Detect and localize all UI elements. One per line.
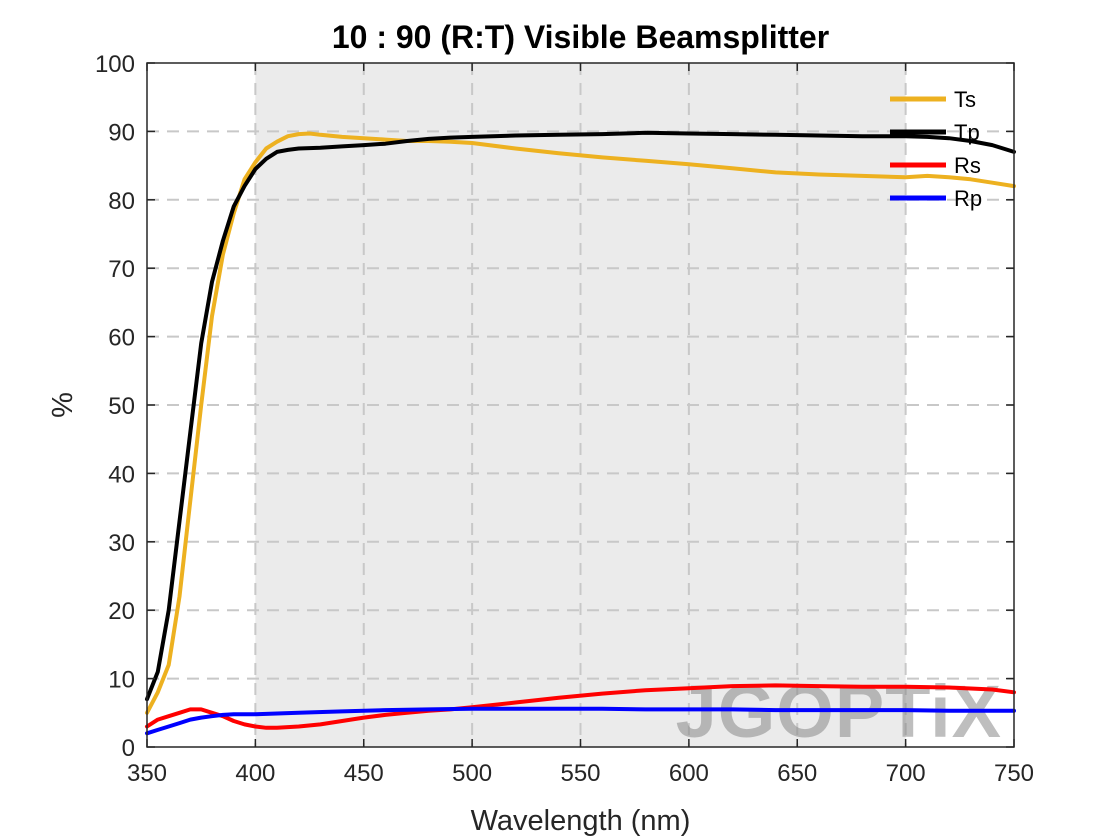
y-tick-label: 100 bbox=[95, 51, 135, 78]
axis-ticks: 350 400 450 500 550 600 650 700 750 0 10 20 30 40 50 60… bbox=[95, 51, 1034, 787]
x-tick-label: 500 bbox=[452, 760, 492, 787]
legend-label-rp: Rp bbox=[954, 186, 982, 211]
legend-label-rs: Rs bbox=[954, 153, 981, 178]
y-tick-label: 10 bbox=[108, 667, 135, 694]
x-tick-label: 750 bbox=[994, 760, 1034, 787]
y-tick-label: 60 bbox=[108, 325, 135, 352]
x-tick-label: 400 bbox=[235, 760, 275, 787]
x-tick-label: 650 bbox=[777, 760, 817, 787]
x-tick-label: 700 bbox=[886, 760, 926, 787]
y-tick-label: 70 bbox=[108, 256, 135, 283]
series-line-ts bbox=[145, 131, 1016, 715]
x-tick-label: 600 bbox=[669, 760, 709, 787]
series-line-tp bbox=[145, 130, 1016, 702]
x-tick-label: 550 bbox=[560, 760, 600, 787]
x-axis-label: Wavelength (nm) bbox=[471, 805, 691, 837]
legend: Ts Tp Rs Rp bbox=[890, 87, 982, 211]
series-line-rs bbox=[145, 683, 1016, 730]
y-tick-label: 40 bbox=[108, 461, 135, 488]
legend-label-ts: Ts bbox=[954, 87, 976, 112]
y-tick-label: 20 bbox=[108, 598, 135, 625]
x-tick-label: 450 bbox=[344, 760, 384, 787]
series-group bbox=[145, 130, 1016, 736]
y-tick-label: 30 bbox=[108, 530, 135, 557]
y-tick-label: 90 bbox=[108, 119, 135, 146]
y-tick-label: 0 bbox=[122, 735, 135, 762]
grid-lines bbox=[147, 63, 1014, 747]
chart-title: 10 : 90 (R:T) Visible Beamsplitter bbox=[332, 19, 829, 55]
y-tick-label: 80 bbox=[108, 188, 135, 215]
x-tick-label: 350 bbox=[127, 760, 167, 787]
legend-label-tp: Tp bbox=[954, 120, 980, 145]
series-line-rp bbox=[145, 706, 1016, 736]
y-tick-label: 50 bbox=[108, 393, 135, 420]
y-axis-label: % bbox=[47, 392, 79, 418]
